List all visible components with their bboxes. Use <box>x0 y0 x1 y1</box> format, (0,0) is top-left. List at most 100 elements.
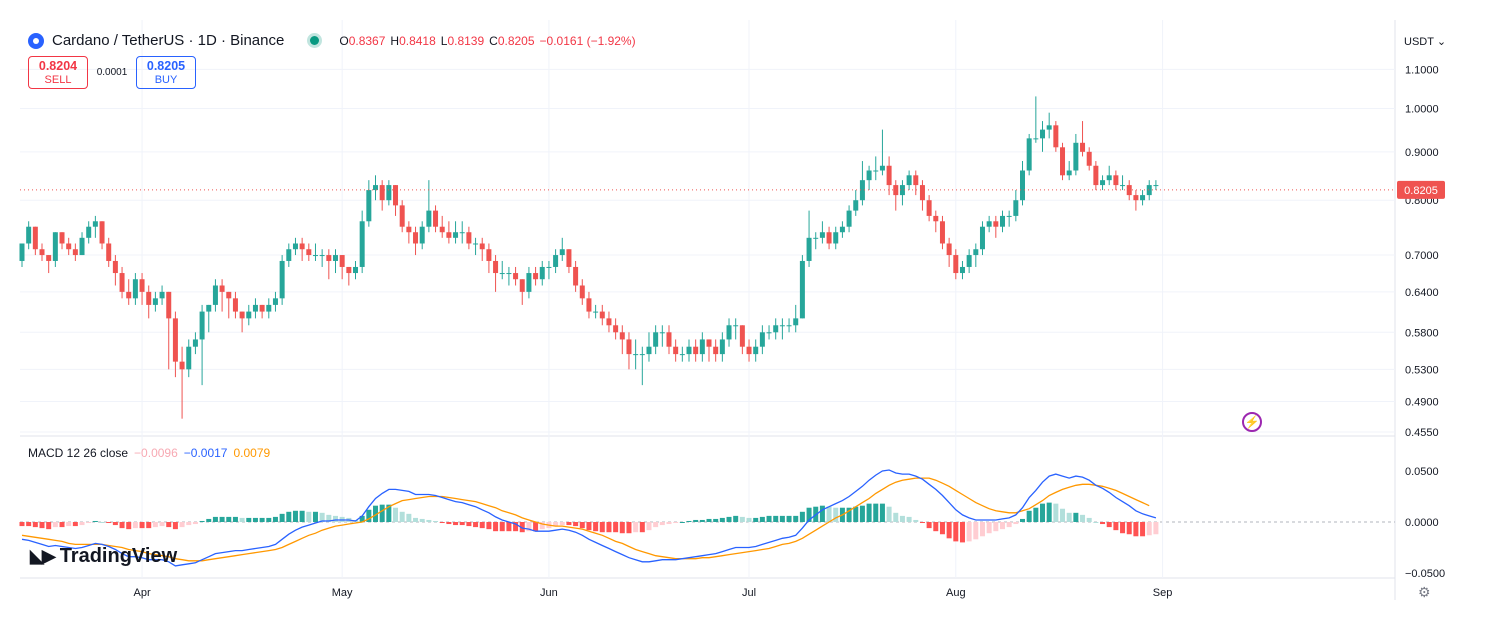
candle-body <box>339 255 345 267</box>
histogram-bar <box>453 522 459 526</box>
histogram-bar <box>413 517 419 522</box>
buy-price: 0.8205 <box>146 59 186 73</box>
last-price-label: 0.8205 <box>1404 185 1438 197</box>
sell-button[interactable]: 0.8204 SELL <box>28 56 88 89</box>
candle-body <box>593 311 599 313</box>
candle-body <box>426 210 432 227</box>
histogram-bar <box>586 522 592 531</box>
candle-body <box>686 346 692 355</box>
histogram-bar <box>86 522 92 524</box>
histogram-bar <box>139 522 145 529</box>
histogram-bar <box>52 522 58 528</box>
histogram-bar <box>853 506 859 522</box>
ohlc-open: 0.8367 <box>348 33 386 48</box>
candle-body <box>99 221 105 244</box>
candle-body <box>479 243 485 250</box>
candle-body <box>86 226 92 238</box>
candle-body <box>206 304 212 312</box>
histogram-bar <box>72 522 78 527</box>
histogram-bar <box>152 522 158 528</box>
histogram-bar <box>359 515 365 522</box>
candle-body <box>473 243 479 245</box>
candle-body <box>39 249 45 256</box>
candle-body <box>553 255 559 267</box>
candle-body <box>939 221 945 244</box>
histogram-bar <box>1040 503 1046 522</box>
candle-body <box>1140 195 1146 201</box>
candle-body <box>46 255 52 261</box>
candle-body <box>59 232 65 244</box>
candle-body <box>1046 125 1052 130</box>
tradingview-icon: ◣▶ <box>30 546 56 566</box>
histogram-bar <box>212 516 218 522</box>
candle-body <box>172 318 178 362</box>
candle-body <box>1013 200 1019 216</box>
histogram-bar <box>132 522 138 529</box>
price-tick-label: 0.6400 <box>1405 287 1439 299</box>
histogram-bar <box>19 522 25 527</box>
histogram-bar <box>766 515 772 522</box>
histogram-bar <box>893 512 899 522</box>
histogram-bar <box>499 522 505 532</box>
time-tick-label: Jul <box>742 587 756 599</box>
trade-panel: 0.8204 SELL 0.0001 0.8205 BUY <box>28 56 196 89</box>
histogram-bar <box>1046 502 1052 522</box>
candle-body <box>1106 175 1112 181</box>
candle-body <box>186 346 192 370</box>
macd-legend[interactable]: MACD 12 26 close −0.0096 −0.0017 0.0079 <box>28 446 270 460</box>
buy-label: BUY <box>154 74 178 86</box>
candle-body <box>533 273 539 280</box>
histogram-bar <box>686 520 692 522</box>
histogram-bar <box>759 516 765 522</box>
histogram-bar <box>232 516 238 522</box>
histogram-bar <box>733 515 739 522</box>
ohlc-close-label: C <box>489 33 498 48</box>
histogram-bar <box>1013 522 1019 525</box>
macd-tick-label: 0.0500 <box>1405 466 1439 478</box>
candle-body <box>232 298 238 312</box>
histogram-bar <box>753 517 759 522</box>
histogram-bar <box>1126 522 1132 535</box>
ohlc-change: −0.0161 (−1.92%) <box>539 33 636 48</box>
candle-body <box>599 311 605 319</box>
histogram-bar <box>99 522 105 523</box>
histogram-bar <box>653 522 659 528</box>
candle-body <box>519 279 525 292</box>
candle-body <box>919 185 925 201</box>
histogram-bar <box>119 522 125 529</box>
candle-body <box>726 325 732 340</box>
lightning-icon[interactable]: ⚡ <box>1242 412 1262 432</box>
time-tick-label: Jun <box>540 587 558 599</box>
histogram-bar <box>986 522 992 534</box>
currency-selector[interactable]: USDT ⌄ <box>1404 35 1446 48</box>
candle-body <box>993 221 999 227</box>
candle-body <box>52 232 58 261</box>
candle-body <box>719 339 725 355</box>
gear-icon[interactable]: ⚙ <box>1418 584 1431 600</box>
price-tick-label: 0.5300 <box>1405 364 1439 376</box>
time-tick-label: Aug <box>946 587 966 599</box>
candle-body <box>393 185 399 206</box>
candle-body <box>1146 185 1152 196</box>
candle-body <box>819 232 825 238</box>
histogram-bar <box>252 517 258 522</box>
macd-signal-value: 0.0079 <box>233 446 271 460</box>
candle-body <box>739 325 745 347</box>
candle-body <box>619 332 625 340</box>
histogram-bar <box>1066 512 1072 522</box>
histogram-bar <box>833 507 839 522</box>
histogram-bar <box>933 522 939 532</box>
histogram-bar <box>719 517 725 522</box>
histogram-bar <box>819 505 825 522</box>
ohlc-low: 0.8139 <box>447 33 485 48</box>
candle-body <box>19 243 25 261</box>
candle-body <box>639 354 645 356</box>
buy-button[interactable]: 0.8205 BUY <box>136 56 196 89</box>
symbol-title[interactable]: Cardano / TetherUS · 1D · Binance <box>52 32 285 49</box>
histogram-bar <box>286 511 292 522</box>
histogram-bar <box>919 522 925 524</box>
candle-body <box>1093 165 1099 186</box>
tradingview-logo[interactable]: ◣▶ TradingView <box>30 545 177 568</box>
histogram-bar <box>746 517 752 522</box>
